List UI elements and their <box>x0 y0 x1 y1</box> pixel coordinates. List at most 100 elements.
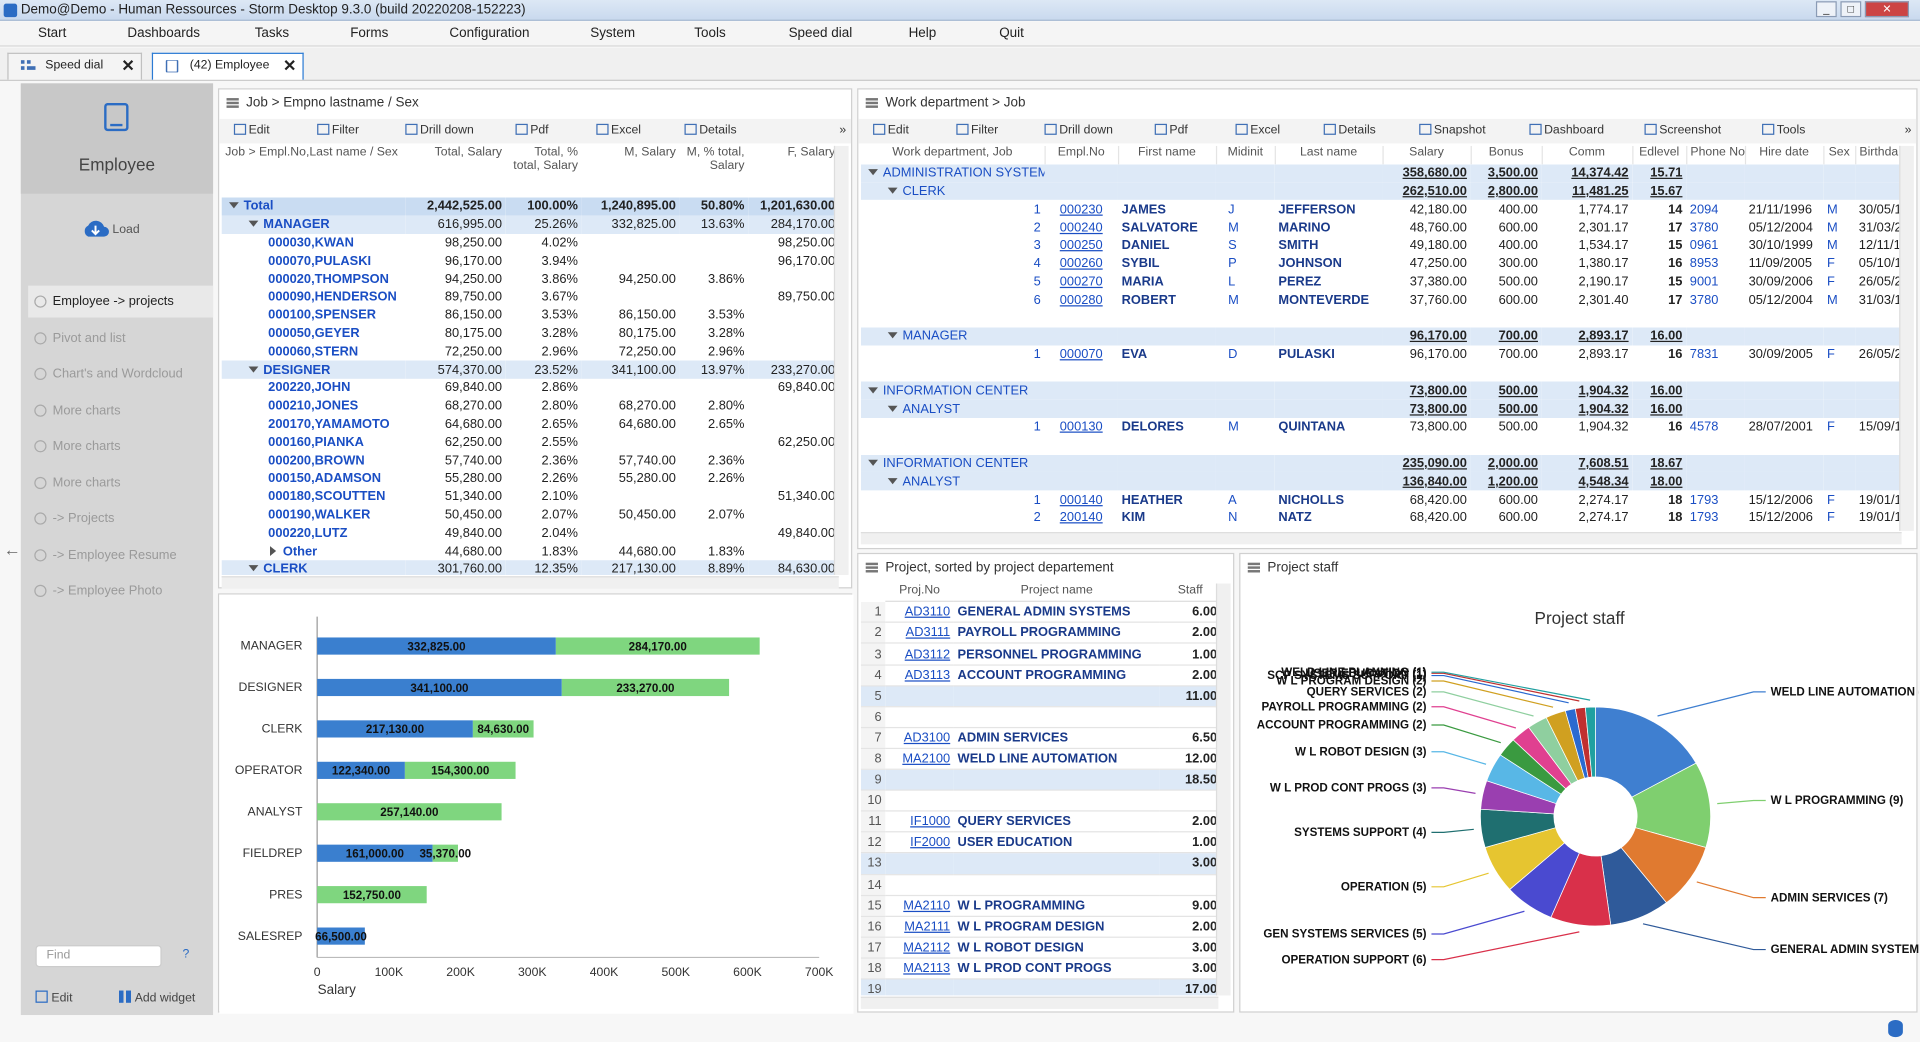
project-row[interactable]: 12 IF2000 USER EDUCATION 1.00 <box>860 832 1221 854</box>
grid-row[interactable]: 2 200140 KIM N NATZ 68,420.00 600.00 2,274.17 18… <box>861 509 1902 527</box>
vertical-scrollbar[interactable] <box>1899 145 1914 531</box>
project-number-link[interactable]: IF1000 <box>885 811 954 833</box>
close-icon[interactable]: ✕ <box>121 56 135 75</box>
add-widget-button[interactable]: Add widget <box>118 990 195 1005</box>
employee-number-link[interactable]: 000250 <box>1059 238 1103 253</box>
sidebar-item-more-charts[interactable]: More charts <box>28 394 213 426</box>
project-number-link[interactable] <box>885 769 954 791</box>
employee-number-link[interactable]: 000070 <box>1059 347 1103 362</box>
toolbar-snapshot-button[interactable]: Snapshot <box>1419 119 1486 144</box>
toolbar-drill-down-button[interactable]: Drill down <box>1044 119 1113 144</box>
column-header[interactable]: Hire date <box>1744 145 1824 165</box>
toolbar-excel-button[interactable]: Excel <box>596 119 641 144</box>
column-header[interactable]: M, Salary <box>624 145 676 160</box>
hamburger-icon[interactable] <box>865 562 878 573</box>
pivot-row[interactable]: 000150,ADAMSON 55,280.00 2.26% 55,280.00 2.2… <box>222 469 839 487</box>
hamburger-icon[interactable] <box>1247 562 1261 573</box>
vertical-scrollbar[interactable] <box>833 145 849 575</box>
pivot-row[interactable]: 000100,SPENSER 86,150.00 3.53% 86,150.00 3.5… <box>222 306 839 324</box>
project-number-link[interactable]: MA2113 <box>885 957 954 980</box>
employee-number-link[interactable]: 000270 <box>1059 274 1103 290</box>
pivot-row[interactable]: 000190,WALKER 50,450.00 2.07% 50,450.00 2.07… <box>222 506 839 524</box>
sidebar-item-employee-photo[interactable]: -> Employee Photo <box>28 575 213 607</box>
toolbar-filter-button[interactable]: Filter <box>956 119 998 144</box>
project-number-link[interactable] <box>885 685 954 708</box>
pivot-row[interactable]: Other 44,680.00 1.83% 44,680.00 1.83% <box>222 542 839 560</box>
column-header[interactable]: Salary <box>1382 145 1472 165</box>
employee-number-link[interactable]: 000260 <box>1059 256 1103 272</box>
sidebar-item-more-charts[interactable]: More charts <box>28 430 213 462</box>
grid-row[interactable]: 3 000250 DANIEL S SMITH 49,180.00 400.00 1,534.… <box>861 237 1902 255</box>
more-icon[interactable]: » <box>1904 123 1912 138</box>
pivot-row[interactable]: 000090,HENDERSON 89,750.00 3.67% 89,750.00 <box>222 288 839 306</box>
grid-row[interactable]: ADMINISTRATION SYSTEMS 358,680.00 3,500.00… <box>860 164 1902 183</box>
pivot-row[interactable]: CLERK 301,760.00 12.35% 217,130.00 8.89% 84,6… <box>221 560 839 575</box>
project-row[interactable]: 14 <box>860 874 1221 896</box>
project-number-link[interactable]: AD3110 <box>885 601 954 624</box>
horizontal-scrollbar[interactable] <box>221 576 839 589</box>
pivot-row[interactable]: 000020,THOMPSON 94,250.00 3.86% 94,250.00 3.… <box>222 270 839 288</box>
close-icon[interactable]: ✕ <box>282 56 297 75</box>
collapse-arrow-icon[interactable]: ← <box>3 539 21 560</box>
load-button[interactable]: Load <box>82 218 140 238</box>
project-row[interactable]: 8 MA2100 WELD LINE AUTOMATION 12.00 <box>860 748 1221 770</box>
pivot-row[interactable]: 000210,JONES 68,270.00 2.80% 68,270.00 2.80% <box>222 397 839 415</box>
bar-fieldrep-0[interactable] <box>317 844 433 862</box>
toolbar-tools-button[interactable]: Tools <box>1762 119 1805 144</box>
grid-row[interactable]: 5 000270 MARIA L PEREZ 37,380.00 500.00 2,190.1… <box>861 273 1902 291</box>
project-row[interactable]: 7 AD3100 ADMIN SERVICES 6.50 <box>860 727 1221 749</box>
minimize-button[interactable]: _ <box>1815 1 1837 18</box>
bar-pres-1[interactable] <box>317 886 427 904</box>
pivot-row[interactable]: 000200,BROWN 57,740.00 2.36% 57,740.00 2.36% <box>222 451 839 469</box>
more-icon[interactable]: » <box>839 123 847 138</box>
edit-button[interactable]: Edit <box>35 990 73 1005</box>
menu-speed-dial[interactable]: Speed dial <box>788 25 853 41</box>
expand-icon[interactable] <box>228 202 239 209</box>
expand-icon[interactable] <box>248 565 259 572</box>
bar-operator-0[interactable] <box>317 761 405 779</box>
column-header[interactable]: Total, Salary <box>434 145 503 160</box>
column-header[interactable]: Job > Empl.No,Last name / Sex <box>225 145 398 160</box>
pivot-row[interactable]: 000180,SCOUTTEN 51,340.00 2.10% 51,340.00 <box>222 488 839 506</box>
column-header[interactable]: Sex <box>1823 145 1856 165</box>
sidebar-item-employee-projects[interactable]: Employee -> projects <box>28 285 214 318</box>
employee-number-link[interactable]: 000240 <box>1059 220 1103 235</box>
grid-row[interactable]: CLERK 262,510.00 2,800.00 11,481.25 15.67 <box>860 182 1902 201</box>
grid-row[interactable]: 1 000230 JAMES J JEFFERSON 42,180.00 400.00 1,7… <box>861 200 1902 218</box>
project-number-link[interactable]: MA2100 <box>885 748 954 770</box>
grid-row[interactable]: 6 000280 ROBERT M MONTEVERDE 37,760.00 600.00 2… <box>861 291 1902 309</box>
pivot-row[interactable]: 200220,JOHN 69,840.00 2.86% 69,840.00 <box>222 379 839 397</box>
pivot-row[interactable]: 000060,STERN 72,250.00 2.96% 72,250.00 2.96% <box>222 342 839 360</box>
slice-weld-line-planning-1[interactable] <box>1584 706 1596 778</box>
project-row[interactable]: 13 3.00 <box>860 853 1221 875</box>
employee-number-link[interactable]: 000130 <box>1059 419 1103 435</box>
column-header[interactable]: Birthda <box>1855 145 1902 165</box>
grid-row[interactable]: INFORMATION CENTER 73,800.00 500.00 1,904.3… <box>860 381 1902 400</box>
pivot-row[interactable]: 000070,PULASKI 96,170.00 3.94% 96,170.00 <box>222 252 839 270</box>
project-row[interactable]: 5 11.00 <box>860 685 1221 708</box>
hamburger-icon[interactable] <box>226 98 239 108</box>
project-number-link[interactable]: MA2110 <box>885 895 954 917</box>
expand-icon[interactable] <box>248 220 259 228</box>
pivot-row[interactable]: 000030,KWAN 98,250.00 4.02% 98,250.00 <box>222 234 839 252</box>
bar-analyst-1[interactable] <box>317 803 502 821</box>
grid-row[interactable]: INFORMATION CENTER 235,090.00 2,000.00 7,60… <box>860 454 1902 473</box>
menu-start[interactable]: Start <box>37 25 67 41</box>
employee-number-link[interactable]: 000140 <box>1059 492 1103 507</box>
grid-row[interactable]: 1 000130 DELORES M QUINTANA 73,800.00 500.00 1,… <box>861 418 1902 436</box>
pivot-row[interactable]: DESIGNER 574,370.00 23.52% 341,100.00 13.97%… <box>221 360 839 379</box>
project-number-link[interactable]: AD3111 <box>885 622 954 645</box>
bar-fieldrep-1[interactable] <box>432 844 458 862</box>
project-row[interactable]: 16 MA2111 W L PROGRAM DESIGN 2.00 <box>860 915 1221 938</box>
project-row[interactable]: 6 <box>860 706 1221 729</box>
employee-number-link[interactable]: 200140 <box>1059 510 1103 526</box>
column-header[interactable]: Comm <box>1541 145 1633 165</box>
project-row[interactable]: 15 MA2110 W L PROGRAMMING 9.00 <box>860 895 1221 917</box>
expand-icon[interactable] <box>248 366 259 373</box>
project-row[interactable]: 18 MA2113 W L PROD CONT PROGS 3.00 <box>860 957 1221 980</box>
menu-tasks[interactable]: Tasks <box>254 25 290 41</box>
column-header[interactable]: Project name <box>953 583 1160 603</box>
bar-manager-1[interactable] <box>555 637 760 655</box>
menu-configuration[interactable]: Configuration <box>449 25 530 41</box>
menu-help[interactable]: Help <box>908 25 937 41</box>
